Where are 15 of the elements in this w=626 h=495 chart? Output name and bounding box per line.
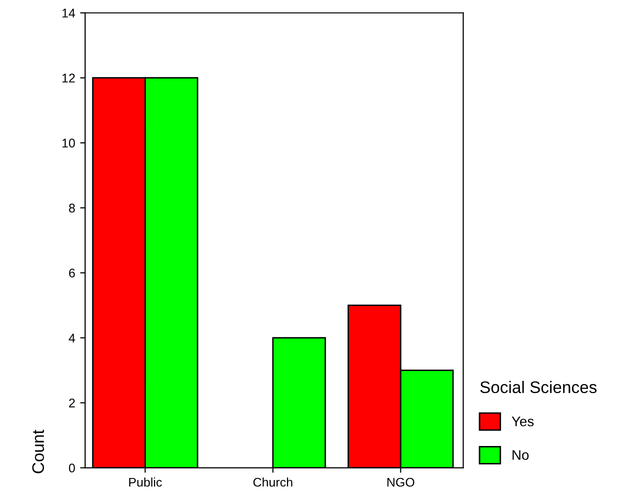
y-tick-label: 4 [68,334,76,342]
x-tick-label: NGO [387,478,414,487]
y-tick-label: 6 [69,268,75,278]
legend-label: No [512,450,529,460]
y-axis-title: Count [32,430,44,474]
y-tick-label: 2 [69,398,75,408]
legend-label: Yes [512,416,534,426]
y-tick-label: 12 [62,74,75,82]
x-tick-label: Church [253,477,292,487]
x-tick-label: Public [129,477,162,487]
y-tick-label: 14 [62,8,76,18]
y-tick-label: 10 [62,138,75,148]
y-tick-label: 8 [69,204,75,212]
y-tick-label: 0 [68,464,75,472]
legend-title: Social Sciences [480,380,597,394]
